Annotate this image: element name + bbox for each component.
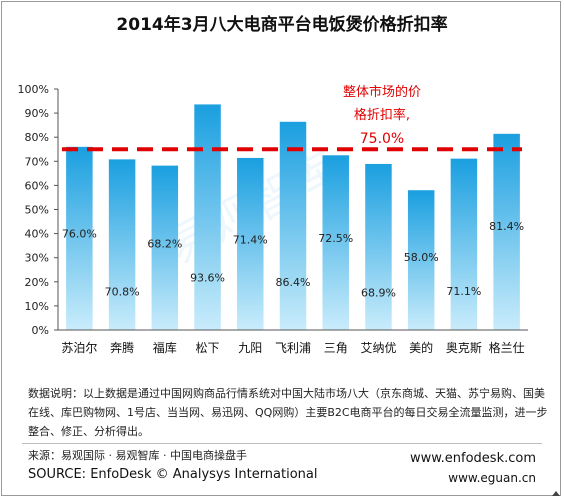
reference-label: 75.0% — [360, 131, 404, 147]
x-tick-label: 奔腾 — [110, 340, 134, 355]
y-tick-label: 100% — [18, 83, 49, 96]
url-eguan[interactable]: www.eguan.cn — [448, 471, 536, 485]
bar — [279, 121, 307, 330]
url-enfodesk[interactable]: www.enfodesk.com — [409, 451, 536, 466]
reference-label: 整体市场的价 — [343, 84, 421, 100]
data-label: 71.1% — [446, 285, 481, 298]
bar — [151, 165, 179, 330]
bar — [365, 163, 392, 330]
y-tick-label: 60% — [25, 179, 49, 192]
data-label: 70.8% — [105, 285, 140, 298]
bar — [237, 157, 264, 330]
divider — [22, 443, 542, 444]
x-tick-label: 苏泊尔 — [61, 340, 97, 355]
y-axis: 0% 10% 20% 30% 40% 50% 60% 70% 80% 90% 100% — [18, 83, 59, 337]
source-cn: 来源：易观国际 · 易观智库 · 中国电商操盘手 — [28, 449, 247, 462]
bar — [450, 158, 478, 330]
data-label: 81.4% — [489, 220, 524, 233]
source-en: SOURCE: EnfoDesk © Analysys Internationa… — [28, 467, 318, 482]
x-tick-label: 三角 — [324, 341, 348, 355]
y-tick-label: 80% — [25, 131, 49, 144]
x-tick-label: 艾纳优 — [360, 341, 396, 355]
bars — [66, 104, 520, 330]
bar — [194, 104, 221, 330]
y-tick-label: 40% — [25, 228, 49, 241]
y-tick-label: 30% — [25, 252, 49, 265]
y-tick-label: 50% — [25, 204, 49, 217]
x-tick-label: 奥克斯 — [446, 341, 482, 355]
x-tick-label: 九阳 — [238, 341, 262, 355]
y-tick-label: 20% — [25, 276, 49, 289]
data-label: 71.4% — [233, 233, 268, 246]
corner-triangle-icon — [552, 491, 560, 496]
y-tick-label: 10% — [25, 300, 49, 313]
data-label: 86.4% — [276, 276, 311, 289]
x-axis: 苏泊尔 奔腾 福库 松下 九阳 飞利浦 三角 艾纳优 美的 奥克斯 格兰仕 — [58, 329, 528, 355]
bar — [493, 133, 520, 330]
data-label: 58.0% — [404, 251, 439, 264]
bar — [407, 190, 435, 330]
y-tick-label: 70% — [25, 155, 49, 168]
x-tick-label: 松下 — [196, 341, 220, 355]
bar-chart: 易观智库 0%10%20%30%40%50%60%70%80%90%100% 7… — [18, 83, 528, 355]
data-label: 72.5% — [318, 232, 353, 245]
y-tick-label: 90% — [25, 107, 49, 120]
value-labels: 76.0% 70.8% 68.2% 93.6% 71.4% 86.4% 72.5% 68.9%… — [62, 220, 524, 299]
x-tick-label: 美的 — [409, 340, 433, 355]
chart-title: 2014年3月八大电商平台电饭煲价格折扣率 — [116, 15, 448, 35]
bar — [322, 155, 349, 330]
y-tick-label: 0% — [32, 324, 49, 337]
data-label: 93.6% — [190, 272, 225, 285]
x-tick-label: 飞利浦 — [275, 341, 311, 355]
data-notes: 数据说明：以上数据是通过中国网购商品行情系统对中国大陆市场八大（京东商城、天猫、… — [28, 387, 548, 438]
bar — [108, 159, 136, 330]
bar — [66, 146, 93, 330]
data-label: 76.0% — [62, 227, 97, 240]
data-label: 68.9% — [361, 286, 396, 299]
x-tick-label: 福库 — [153, 340, 177, 355]
data-label: 68.2% — [147, 238, 182, 251]
x-tick-label: 格兰仕 — [489, 340, 525, 355]
reference-label: 格折扣率, — [354, 107, 410, 123]
